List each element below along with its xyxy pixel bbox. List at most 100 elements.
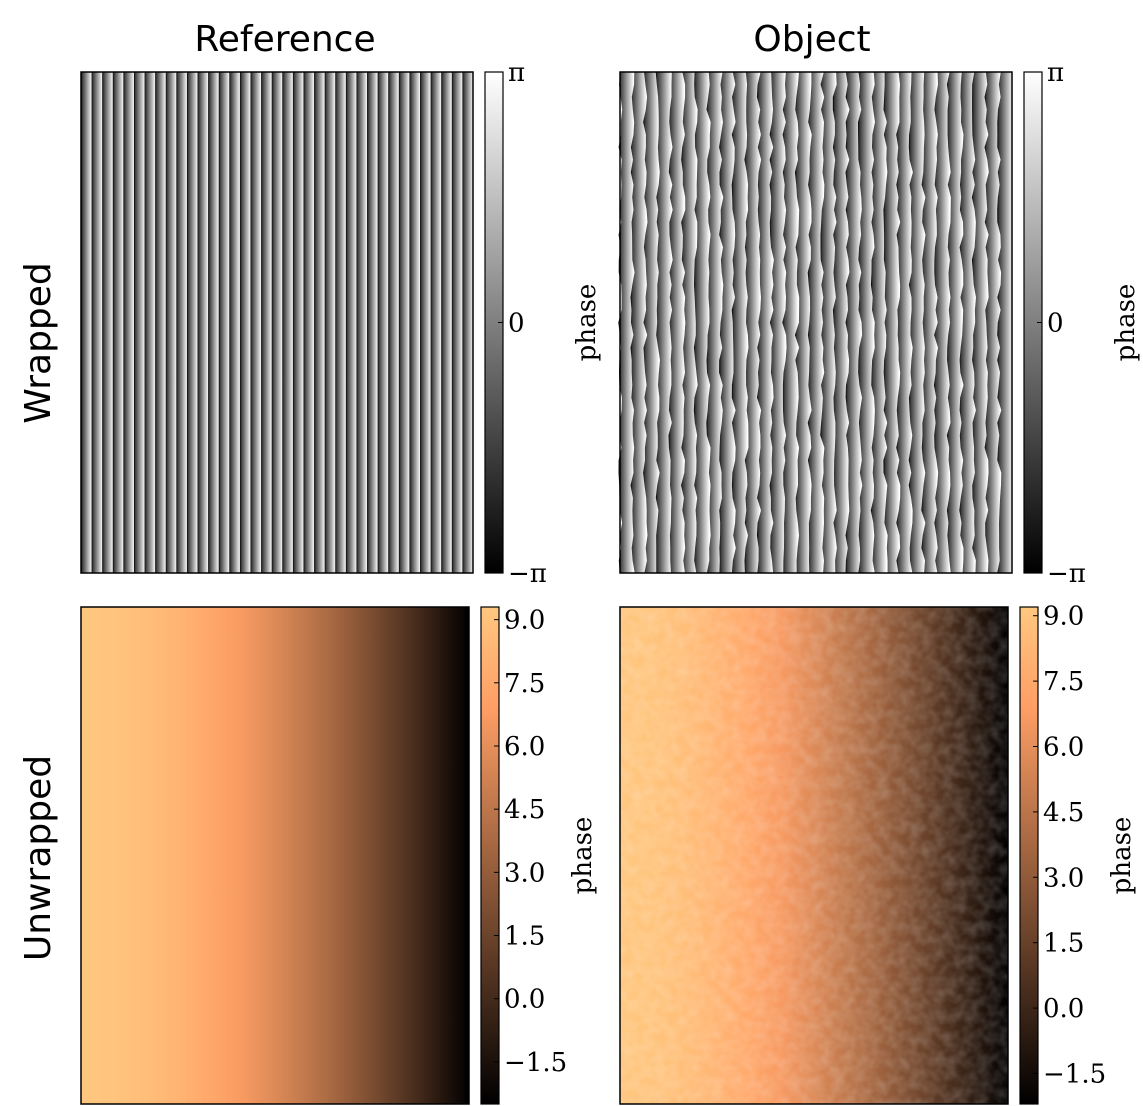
fringe-band [292, 72, 304, 573]
fringe-band [794, 72, 811, 573]
fringe-band [112, 72, 124, 573]
fringe-band [367, 72, 379, 573]
colorbar-tick-label: −1.5 [504, 1048, 567, 1078]
fringe-band [858, 72, 874, 573]
axes-frame [80, 71, 474, 574]
fringe-band [261, 72, 273, 573]
colorbar-tick-label: π [1047, 58, 1064, 88]
fringe-pattern [618, 72, 1013, 573]
fringe-band [820, 72, 836, 573]
fringe-band [896, 72, 912, 573]
fringe-band [91, 72, 103, 573]
fringe-band [409, 72, 421, 573]
fringe-band [176, 72, 188, 573]
fringe-band [933, 72, 950, 573]
fringe-band [921, 72, 938, 573]
fringe-pattern [81, 72, 474, 573]
colorbar-tick-label: 7.5 [504, 669, 545, 699]
colorbar-tick-label: 1.5 [1043, 929, 1084, 959]
colorbar-tick-label: 7.5 [1043, 667, 1084, 697]
panel-reference-unwrapped [80, 606, 470, 1105]
colorbar-tick-label: 0.0 [504, 985, 545, 1015]
colorbar-tick-label: 6.0 [1043, 733, 1084, 763]
fringe-band [462, 72, 474, 573]
fringe-band [133, 72, 145, 573]
colorbar-tick-label: 0 [508, 309, 525, 339]
colorbar-tick-label: −π [1047, 559, 1086, 589]
panel-object-unwrapped [619, 606, 1009, 1105]
colorbar-reference-wrapped: −π 0 π phase [484, 58, 602, 589]
fringe-band [908, 72, 925, 573]
colorbar-object-unwrapped: −1.5 0.0 1.5 3.0 4.5 6.0 7.5 9.0 phase [1019, 602, 1137, 1105]
axes-frame [619, 606, 1009, 1105]
colorbar-reference-unwrapped: −1.5 0.0 1.5 3.0 4.5 6.0 7.5 9.0 phase [480, 606, 598, 1105]
axes-frame [619, 71, 1013, 574]
fringe-band [102, 72, 114, 573]
fringe-band [271, 72, 283, 573]
fringe-band [377, 72, 389, 573]
colorbar-tick-label: −1.5 [1043, 1059, 1106, 1089]
colorbar-tick-label: 1.5 [504, 922, 545, 952]
colorbar-tick-label: 3.0 [504, 858, 545, 888]
panel-reference-wrapped [80, 71, 474, 574]
fringe-band [731, 72, 748, 573]
row-title-unwrapped: Unwrapped [18, 755, 59, 961]
fringe-band [218, 72, 230, 573]
fringe-band [959, 72, 976, 573]
fringe-band [229, 72, 241, 573]
fringe-band [643, 72, 659, 573]
fringe-band [971, 72, 988, 573]
fringe-band [719, 72, 735, 573]
column-title-object: Object [753, 19, 870, 60]
fringe-band [946, 72, 963, 573]
fringe-band [769, 72, 786, 573]
fringe-band [706, 72, 723, 573]
fringe-band [681, 72, 697, 573]
colorbar-tick-label: 9.0 [504, 606, 545, 636]
colorbar-tick-label: 3.0 [1043, 863, 1084, 893]
fringe-band [123, 72, 135, 573]
fringe-band [883, 72, 900, 573]
fringe-band [630, 72, 647, 573]
fringe-band [693, 72, 710, 573]
fringe-band [782, 72, 798, 573]
fringe-band [388, 72, 400, 573]
fringe-band [197, 72, 209, 573]
fringe-band [398, 72, 410, 573]
colorbar-label: phase [568, 817, 598, 895]
fringe-band [356, 72, 368, 573]
fringe-band [165, 72, 177, 573]
colorbar-tick-label: 9.0 [1043, 602, 1084, 632]
fringe-band [282, 72, 294, 573]
fringe-band [239, 72, 251, 573]
fringe-band [250, 72, 262, 573]
colorbar-label: phase [572, 284, 602, 362]
colorbar-scale [1019, 606, 1039, 1105]
colorbar-label: phase [1107, 817, 1137, 895]
fringe-band [441, 72, 453, 573]
fringe-band [984, 72, 1001, 573]
fringe-band [997, 72, 1013, 573]
panel-object-wrapped [618, 71, 1013, 574]
fringe-band [756, 72, 773, 573]
colorbar-tick-label: 4.5 [1043, 798, 1084, 828]
colorbar-tick-label: π [508, 58, 525, 88]
column-title-reference: Reference [194, 19, 375, 60]
colorbar-tick-label: −π [508, 559, 547, 589]
colorbar-tick-label: 4.5 [504, 795, 545, 825]
fringe-band [430, 72, 442, 573]
fringe-band [807, 72, 824, 573]
fringe-band [451, 72, 463, 573]
fringe-band [744, 72, 761, 573]
fringe-band [655, 72, 672, 573]
fringe-band [870, 72, 887, 573]
fringe-band [303, 72, 315, 573]
phase-map [81, 607, 469, 1104]
fringe-band [81, 72, 92, 573]
fringe-band [208, 72, 220, 573]
surface-texture [620, 607, 1008, 1104]
fringe-band [186, 72, 198, 573]
fringe-band [314, 72, 326, 573]
axes-frame [80, 606, 470, 1105]
